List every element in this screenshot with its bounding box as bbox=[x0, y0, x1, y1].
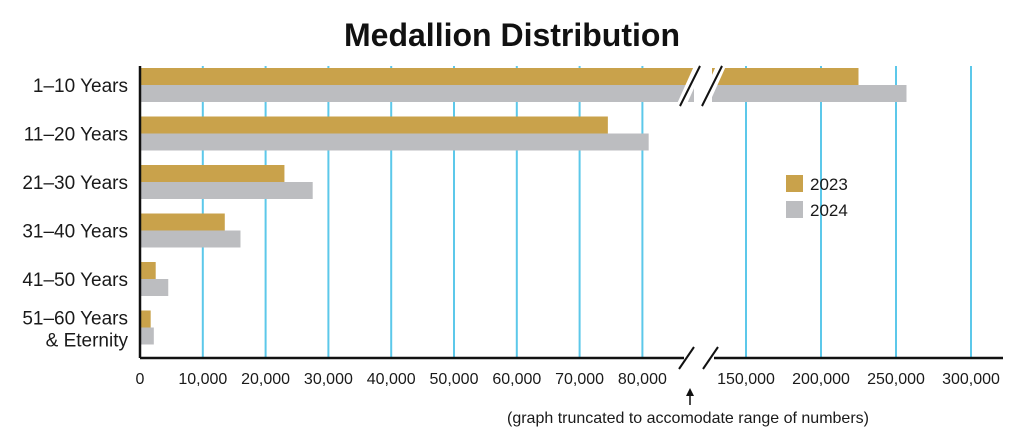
category-label-4: 41–50 Years bbox=[22, 270, 128, 291]
legend: 2023 2024 bbox=[786, 175, 848, 220]
axis-break bbox=[676, 65, 726, 107]
x-tick-label-5: 50,000 bbox=[430, 371, 479, 388]
x-tick-label-0: 0 bbox=[136, 371, 145, 388]
break-slash-top-1 bbox=[701, 65, 723, 107]
break-slash-top-0 bbox=[679, 65, 701, 107]
bar-2024-5 bbox=[140, 327, 154, 345]
tick-labels: 0 10,000 20,000 30,000 40,000 50,000 60,000 70,… bbox=[136, 371, 1000, 388]
bar-2023-0 bbox=[140, 68, 859, 85]
bar-2024-3 bbox=[140, 230, 241, 248]
bar-2023-3 bbox=[140, 213, 225, 231]
chart-title: Medallion Distribution bbox=[344, 17, 680, 53]
axes bbox=[138, 66, 1003, 370]
bar-2023-0-after-break bbox=[718, 68, 859, 85]
category-label-3: 31–40 Years bbox=[22, 222, 128, 243]
legend-label-2024: 2024 bbox=[810, 201, 848, 220]
bar-2023-4 bbox=[140, 262, 156, 279]
bar-2024-2 bbox=[140, 182, 313, 199]
x-tick-label-9: 150,000 bbox=[717, 371, 775, 388]
x-tick-label-3: 30,000 bbox=[304, 371, 353, 388]
bar-2024-4 bbox=[140, 279, 169, 296]
x-tick-label-4: 40,000 bbox=[367, 371, 416, 388]
truncation-note: (graph truncated to accomodate range of … bbox=[507, 388, 869, 427]
legend-label-2023: 2023 bbox=[810, 175, 848, 194]
category-label-1: 11–20 Years bbox=[24, 125, 128, 146]
x-tick-label-1: 10,000 bbox=[178, 371, 227, 388]
truncation-note-text: (graph truncated to accomodate range of … bbox=[507, 410, 869, 427]
axis-break-slash-left bbox=[678, 346, 695, 370]
bar-2023-5 bbox=[140, 310, 151, 328]
x-tick-label-8: 80,000 bbox=[618, 371, 667, 388]
category-label-0: 1–10 Years bbox=[33, 76, 128, 97]
x-tick-label-12: 300,000 bbox=[942, 371, 1000, 388]
category-label-5-line-0: 51–60 Years bbox=[22, 309, 128, 330]
bar-2023-1 bbox=[140, 116, 608, 134]
bars bbox=[140, 65, 907, 345]
note-arrow-head bbox=[686, 388, 694, 396]
legend-swatch-2023 bbox=[786, 175, 803, 192]
category-label-5-line-1: & Eternity bbox=[46, 331, 129, 352]
category-label-2: 21–30 Years bbox=[22, 173, 128, 194]
bar-2023-2 bbox=[140, 165, 285, 182]
x-tick-label-6: 60,000 bbox=[492, 371, 541, 388]
axis-break-slash-right bbox=[702, 346, 719, 370]
grid-lines bbox=[201, 66, 972, 358]
legend-swatch-2024 bbox=[786, 201, 803, 218]
x-tick-label-7: 70,000 bbox=[555, 371, 604, 388]
x-tick-label-10: 200,000 bbox=[792, 371, 850, 388]
bar-2024-1 bbox=[140, 133, 649, 151]
x-tick-label-11: 250,000 bbox=[867, 371, 925, 388]
x-tick-label-2: 20,000 bbox=[241, 371, 290, 388]
category-labels: 1–10 Years 11–20 Years 21–30 Years 31–40 Ye… bbox=[22, 76, 128, 352]
bar-2024-0-after-break bbox=[718, 85, 907, 102]
